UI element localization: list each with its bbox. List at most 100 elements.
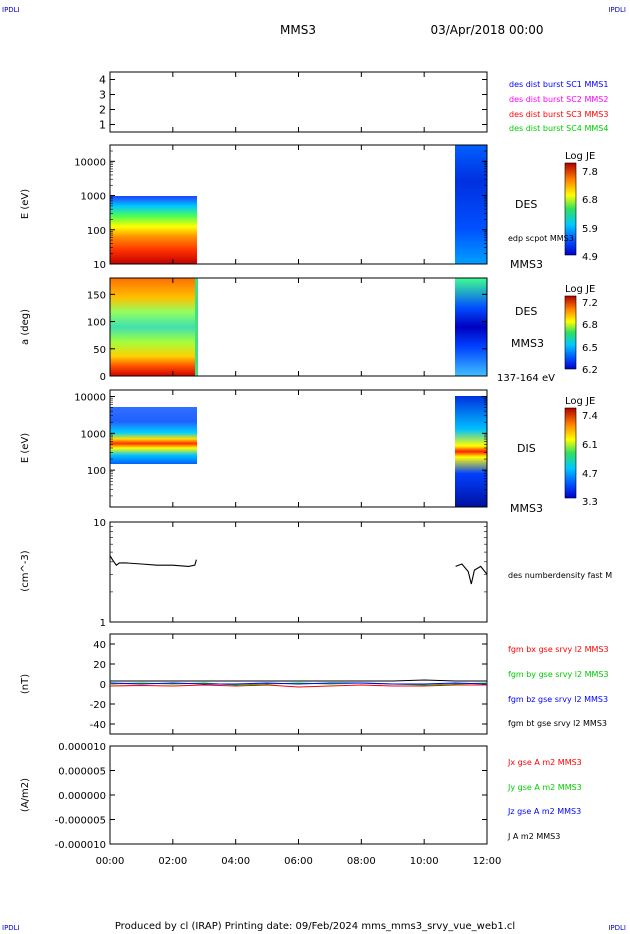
series-line-5-1-0 <box>109 682 488 686</box>
des-pitch-label: DES <box>515 305 537 318</box>
ytick-label: 10 <box>93 518 106 529</box>
spacecraft-title: MMS3 <box>280 23 316 37</box>
cb4-tick-3: 3.3 <box>582 497 598 508</box>
des-pitch-block-1 <box>110 278 197 376</box>
des-energy-block-2 <box>455 145 487 264</box>
xtick-label: 10:00 <box>410 856 439 867</box>
panel-dis-energy: E (eV) 100 1000 10000 Log JE 7.4 6.1 4.7 3… <box>20 389 598 515</box>
ytick-label: 1000 <box>81 192 106 203</box>
ytick-label: 50 <box>93 345 106 356</box>
ytick-label: 10 <box>93 260 106 271</box>
corner-mark-top-left: IPDLI <box>2 6 20 14</box>
panel-availability: 1 2 3 4 des dist burst SC1 MMS1 des dist bu… <box>99 71 608 133</box>
ytick-label: 1000 <box>81 429 106 440</box>
colorbar-des-pitch <box>564 295 577 370</box>
cb4-tick-1: 6.1 <box>582 440 598 451</box>
ytick-label: -20 <box>90 700 106 711</box>
corner-mark-bottom-left: IPDLI <box>2 924 20 932</box>
current-ylabel: (A/m2) <box>20 778 31 812</box>
cb4-tick-2: 4.7 <box>582 469 598 480</box>
ytick-label: -40 <box>90 720 106 731</box>
legend-jx: Jx gse A m2 MMS3 <box>507 758 582 767</box>
des-pitch-ylabel: a (deg) <box>20 309 31 345</box>
ytick-label: 3 <box>99 89 106 102</box>
cb2-tick-0: 7.8 <box>582 167 598 178</box>
ytick-label: 4 <box>99 74 106 87</box>
colorbar-dis-energy <box>564 407 577 499</box>
dis-energy-label: DIS <box>517 442 536 455</box>
ytick-label: 10000 <box>74 392 106 403</box>
xtick-label: 06:00 <box>284 856 313 867</box>
ytick-label: -0.000010 <box>55 840 106 851</box>
ytick-label: 100 <box>87 318 106 329</box>
cb3-tick-2: 6.5 <box>582 343 598 354</box>
ytick-label: -0.000005 <box>55 816 106 827</box>
legend-des-sc2: des dist burst SC2 MMS2 <box>509 95 608 104</box>
ytick-label: 10000 <box>74 157 106 168</box>
des-pitch-energy-range: 137-164 eV <box>497 373 555 384</box>
panel-current: (A/m2) -0.000010 -0.000005 0.000000 0.00000… <box>20 742 582 851</box>
datetime-title: 03/Apr/2018 00:00 <box>430 23 543 37</box>
panel-des-energy: E (eV) 10 100 1000 10000 Log JE 7.8 6.8 5.9… <box>20 144 598 271</box>
xtick-label: 00:00 <box>96 856 125 867</box>
panel-des-pitch: a (deg) 0 50 100 150 Log JE 7.2 6.8 6.5 6.2… <box>20 277 598 384</box>
series-line-4-0-1 <box>455 563 488 585</box>
legend-des-sc4: des dist burst SC4 MMS4 <box>509 124 608 133</box>
colorbar-dis-energy-title: Log JE <box>565 396 595 407</box>
dis-energy-block-1 <box>110 407 197 464</box>
cb2-tick-2: 5.9 <box>582 224 598 235</box>
series-line-5-0-0 <box>109 684 487 688</box>
ytick-label: 150 <box>87 290 106 301</box>
fgm-ylabel: (nT) <box>20 674 31 694</box>
corner-mark-bottom-right: IPDLI <box>608 924 626 932</box>
panel-density: (cm^-3) 1 10 des numberdensity fast M <box>20 518 612 629</box>
ytick-label: 0.000010 <box>58 742 106 753</box>
footer-credit: Produced by cl (IRAP) Printing date: 09/… <box>115 921 515 932</box>
colorbar-des-energy <box>564 162 577 256</box>
legend-fgm-bz: fgm bz gse srvy l2 MMS3 <box>508 695 608 704</box>
series-line-5-2-0 <box>109 682 488 685</box>
cb3-tick-1: 6.8 <box>582 320 598 331</box>
cb4-tick-0: 7.4 <box>582 411 598 422</box>
ytick-label: 40 <box>93 640 106 651</box>
ytick-label: 0.000000 <box>58 791 106 802</box>
series-line-4-0-0 <box>109 555 197 567</box>
time-axis: 00:00 02:00 04:00 06:00 08:00 10:00 12:00 <box>96 72 502 867</box>
legend-fgm-by: fgm by gse srvy l2 MMS3 <box>508 670 609 679</box>
legend-des-sc3: des dist burst SC3 MMS3 <box>509 110 608 119</box>
edp-scpot-label: edp scpot MMS3 <box>508 234 574 243</box>
legend-fgm-bt: fgm bt gse srvy l2 MMS3 <box>508 719 607 728</box>
colorbar-des-energy-title: Log JE <box>565 151 595 162</box>
cb3-tick-0: 7.2 <box>582 298 598 309</box>
des-energy-label: DES <box>515 198 537 211</box>
xtick-label: 02:00 <box>158 856 187 867</box>
cb2-tick-1: 6.8 <box>582 195 598 206</box>
xtick-label: 04:00 <box>221 856 250 867</box>
legend-jy: Jy gse A m2 MMS3 <box>507 783 582 792</box>
dis-energy-block-2 <box>455 396 487 507</box>
ytick-label: 20 <box>93 660 106 671</box>
cb3-tick-3: 6.2 <box>582 365 598 376</box>
legend-fgm-bx: fgm bx gse srvy l2 MMS3 <box>508 645 609 654</box>
ytick-label: 0 <box>100 680 106 691</box>
legend-j: J A m2 MMS3 <box>507 832 560 841</box>
ytick-label: 0.000005 <box>58 767 106 778</box>
cb2-tick-3: 4.9 <box>582 252 598 263</box>
corner-mark-top-right: IPDLI <box>608 6 626 14</box>
panel-fgm: (nT) -40 -20 0 20 40 fgm bx gse srvy l2 MMS3… <box>20 633 609 735</box>
des-pitch-mms3-label: MMS3 <box>511 337 544 350</box>
legend-des-sc1: des dist burst SC1 MMS1 <box>509 80 608 89</box>
ytick-label: 0 <box>100 372 106 383</box>
dis-energy-ylabel: E (eV) <box>20 433 31 463</box>
xtick-label: 12:00 <box>473 856 502 867</box>
ytick-label: 1 <box>99 119 106 132</box>
des-energy-block-1 <box>110 196 197 264</box>
legend-jz: Jz gse A m2 MMS3 <box>507 807 581 816</box>
xtick-label: 08:00 <box>347 856 376 867</box>
ytick-label: 100 <box>87 226 106 237</box>
series-line-5-3-0 <box>110 679 487 682</box>
des-pitch-block-2 <box>455 278 487 376</box>
legend-density: des numberdensity fast M <box>508 571 612 580</box>
des-energy-mms3-label: MMS3 <box>510 258 543 271</box>
